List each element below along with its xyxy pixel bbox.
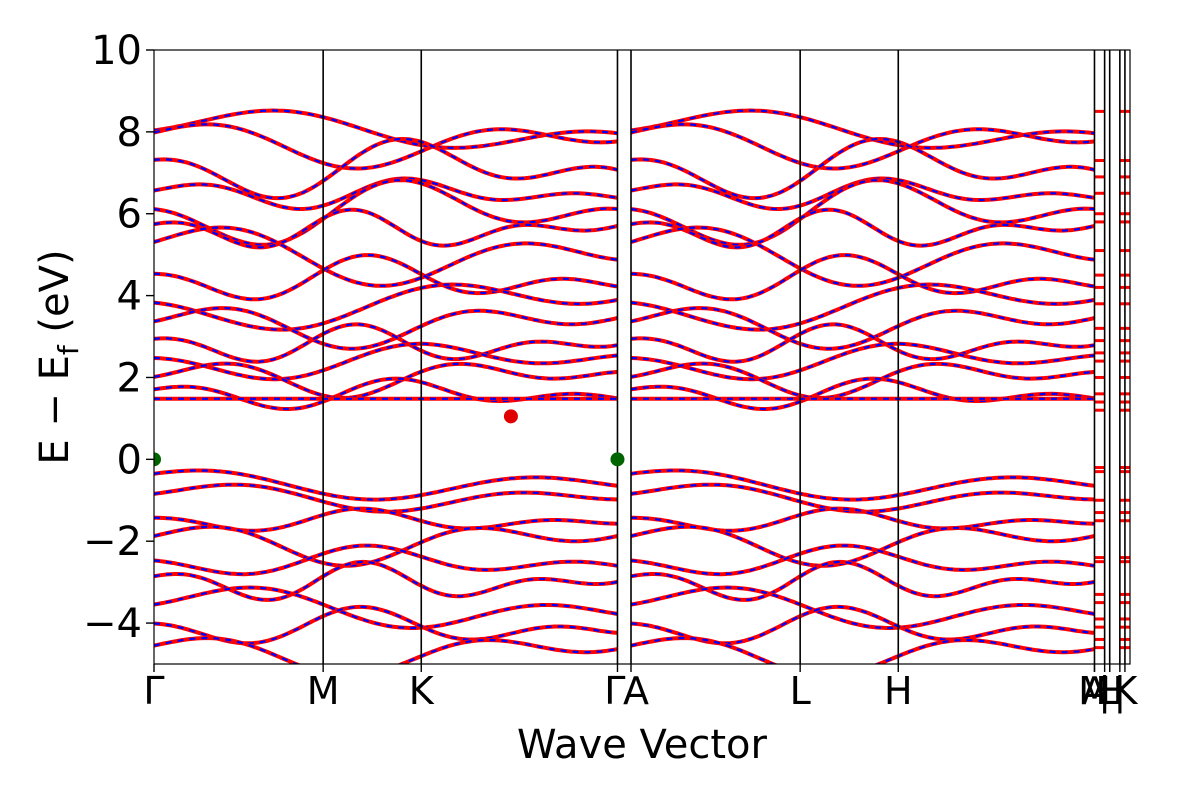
band-spin-down-23 bbox=[154, 637, 1095, 664]
band-spin-down-20 bbox=[154, 560, 1095, 601]
y-tick-label-4: 2 bbox=[117, 355, 142, 401]
y-axis-label-unit: (eV) bbox=[32, 249, 78, 345]
band-spin-down-0 bbox=[154, 109, 1095, 149]
band-spin-down-8 bbox=[154, 283, 1095, 331]
x-tick-label-7: A bbox=[1081, 669, 1107, 713]
band-spin-down-4 bbox=[154, 179, 1095, 246]
y-tick-label-1: 8 bbox=[117, 110, 142, 156]
x-tick-label-3: Γ bbox=[604, 669, 625, 713]
point-cbm bbox=[503, 409, 518, 424]
band-spin-up-18 bbox=[154, 524, 1095, 568]
band-spin-down-12 bbox=[154, 362, 1095, 399]
x-tick-label-8: M bbox=[1078, 669, 1111, 713]
band-spin-down-10 bbox=[154, 323, 1095, 363]
band-spin-down-2 bbox=[154, 137, 1095, 200]
x-tick-label-5: L bbox=[790, 669, 811, 713]
y-axis-ticks: 10 8 6 4 2 0 −2 −4 bbox=[83, 28, 154, 647]
band-spin-down-5 bbox=[154, 208, 1095, 249]
band-spin-down-16 bbox=[154, 483, 1095, 513]
band-spin-up-19 bbox=[154, 543, 1095, 577]
x-tick-label-2: K bbox=[409, 669, 435, 713]
band-spin-down-21 bbox=[154, 586, 1095, 630]
point-vbm-gamma bbox=[154, 452, 161, 467]
y-axis-label-subscript: f bbox=[52, 344, 85, 355]
x-axis-label: Wave Vector bbox=[517, 722, 768, 768]
band-spin-down-9 bbox=[154, 307, 1095, 350]
band-spin-up-22 bbox=[154, 604, 1095, 646]
y-tick-label-6: −2 bbox=[83, 519, 142, 565]
band-spin-up-0 bbox=[154, 108, 1095, 150]
x-tick-label-13: K bbox=[1112, 669, 1138, 713]
bands-layer bbox=[154, 108, 1130, 664]
band-spin-up-5 bbox=[154, 207, 1095, 250]
point-vbm-gamma-2 bbox=[610, 452, 625, 467]
y-tick-label-5: 0 bbox=[117, 437, 142, 483]
x-tick-label-10: H bbox=[1095, 669, 1124, 713]
band-spin-down-15 bbox=[154, 469, 1095, 501]
kpoint-lines bbox=[322, 50, 1126, 664]
band-spin-down-18 bbox=[154, 525, 1095, 567]
x-tick-label-4: A bbox=[623, 669, 649, 713]
x-tick-label-6: H bbox=[884, 669, 913, 713]
y-tick-label-0: 10 bbox=[91, 28, 142, 74]
y-axis-label: E − Ef (eV) bbox=[32, 249, 85, 464]
x-tick-label-9: | bbox=[1098, 669, 1111, 714]
x-tick-label-11: L bbox=[1099, 669, 1120, 713]
y-tick-label-2: 6 bbox=[117, 192, 142, 238]
y-tick-label-7: −4 bbox=[83, 601, 142, 647]
x-tick-label-0: Γ bbox=[143, 669, 164, 713]
band-spin-up-7 bbox=[154, 253, 1095, 302]
band-spin-down-7 bbox=[154, 254, 1095, 301]
band-spin-down-1 bbox=[154, 123, 1095, 170]
band-spin-up-11 bbox=[154, 341, 1095, 382]
plot-frame bbox=[153, 49, 1131, 665]
band-spin-up-12 bbox=[154, 361, 1095, 400]
extrema-points bbox=[154, 409, 625, 467]
band-spin-down-6 bbox=[154, 226, 1095, 287]
x-axis-ticks: Γ M K ΓA L H AM|HL|K bbox=[143, 664, 1138, 714]
x-tick-label-12: | bbox=[1113, 669, 1126, 714]
band-spin-down-22 bbox=[154, 605, 1095, 645]
y-tick-label-3: 4 bbox=[117, 274, 142, 320]
x-tick-label-1: M bbox=[307, 669, 340, 713]
band-spin-down-13 bbox=[154, 377, 1095, 411]
y-axis-label-main: E − E bbox=[32, 355, 78, 465]
